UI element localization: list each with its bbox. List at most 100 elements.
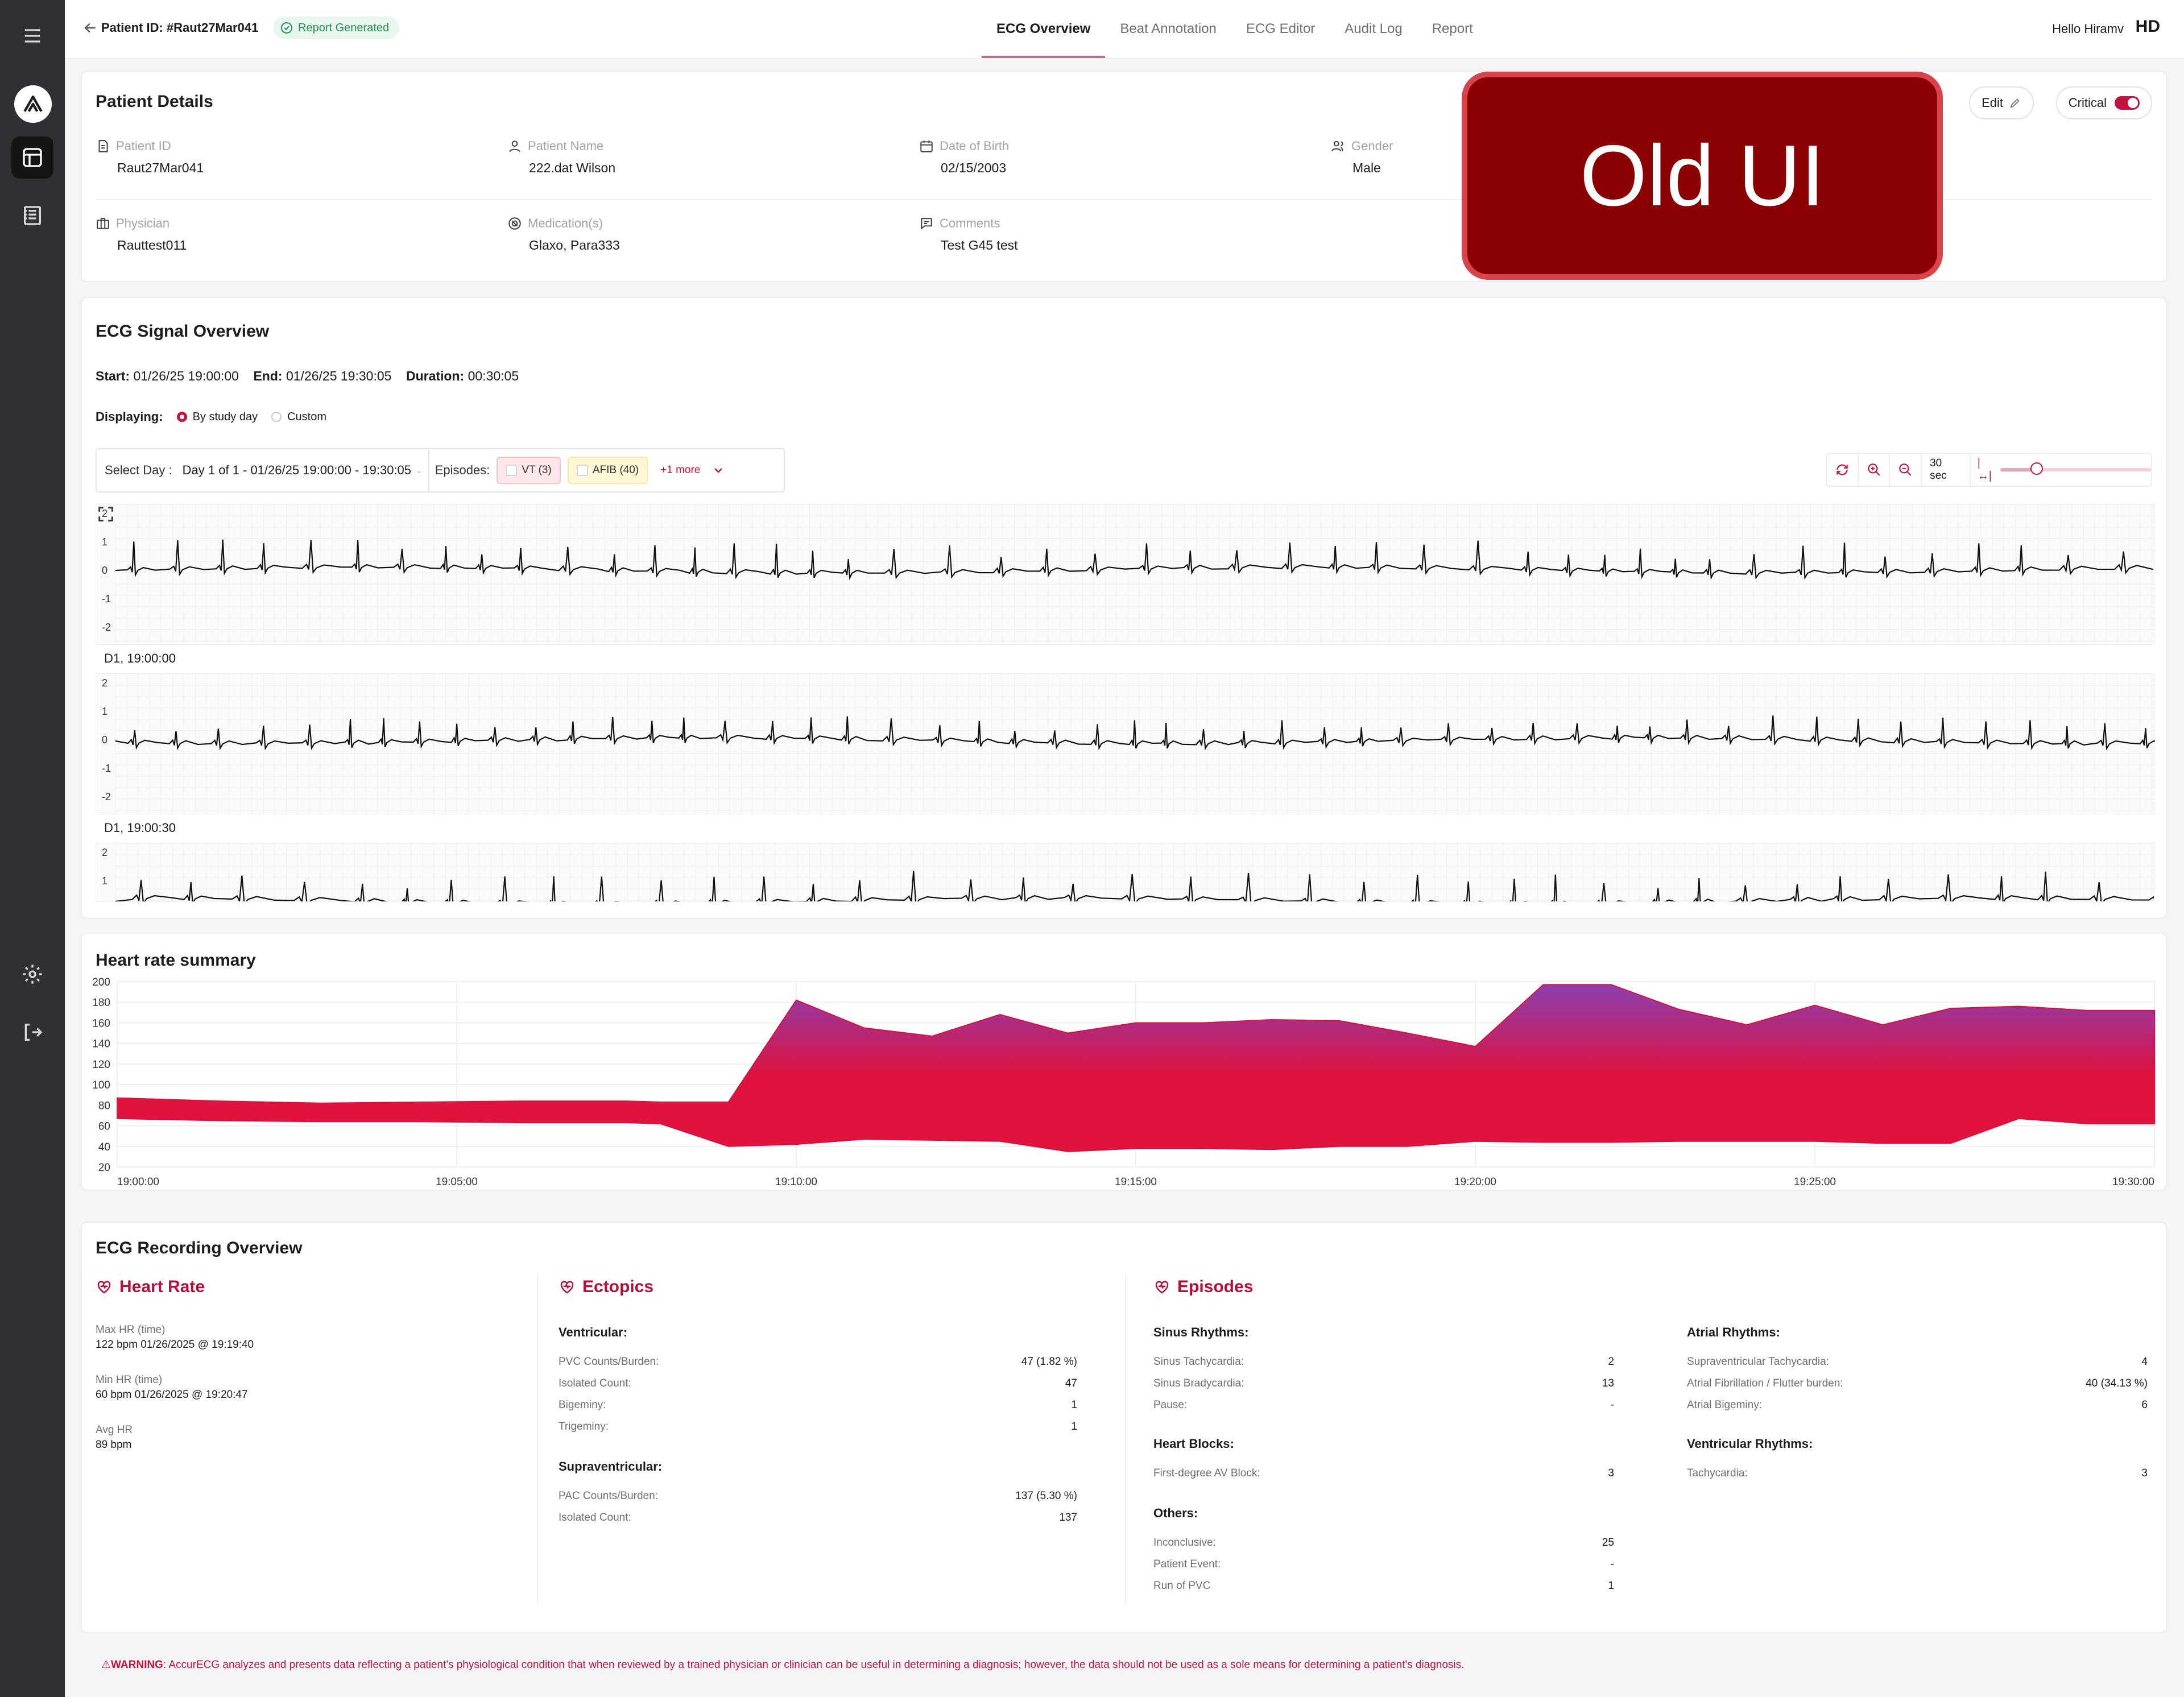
- medications-label: Medication(s): [528, 216, 603, 230]
- supraventricular-key: Isolated Count:: [559, 1512, 631, 1524]
- atrial-row: Supraventricular Tachycardia: 4: [1687, 1356, 2148, 1368]
- atrial-row: Atrial Bigeminy: 6: [1687, 1399, 2148, 1412]
- critical-toggle[interactable]: [2115, 96, 2140, 110]
- supraventricular-row: Isolated Count: 137: [559, 1512, 1077, 1524]
- tab-ecg-overview[interactable]: ECG Overview: [982, 0, 1106, 58]
- window-duration-label: 30 sec: [1922, 454, 1971, 486]
- recording-times: Start: 01/26/25 19:00:00 End: 01/26/25 1…: [96, 369, 519, 384]
- gear-icon[interactable]: [11, 953, 53, 995]
- supraventricular-row: PAC Counts/Burden: 137 (5.30 %): [559, 1490, 1077, 1503]
- fit-width-icon: |↔|: [1977, 457, 1992, 482]
- more-episodes-button[interactable]: +1 more: [660, 463, 725, 477]
- sinus-key: Pause:: [1153, 1399, 1188, 1411]
- ecg-overview-title: ECG Signal Overview: [96, 322, 270, 341]
- ventricular-rhythm-value: 3: [2141, 1467, 2148, 1479]
- vt-checkbox[interactable]: [506, 465, 518, 476]
- back-arrow-icon[interactable]: [82, 19, 99, 36]
- pencil-icon: [2010, 98, 2020, 108]
- y-tick-label: 120: [92, 1059, 110, 1071]
- tab-ecg-editor[interactable]: ECG Editor: [1246, 21, 1316, 36]
- window-slider-fill: [2000, 468, 2037, 471]
- nav-tabs: ECG Overview Beat Annotation ECG Editor …: [982, 0, 1488, 58]
- heart-pulse-icon: [1155, 1281, 1169, 1294]
- y-tick-label: 20: [98, 1162, 110, 1174]
- tab-audit-log[interactable]: Audit Log: [1345, 21, 1403, 36]
- min-hr-value: 60 bpm 01/26/2025 @ 19:20:47: [96, 1389, 248, 1401]
- y-tick: 2: [102, 508, 108, 519]
- heart-block-value: 3: [1608, 1467, 1614, 1479]
- avatar[interactable]: HD: [2135, 17, 2160, 36]
- radio-by-study-day[interactable]: [176, 412, 187, 422]
- window-slider-track[interactable]: [2000, 462, 2151, 475]
- sinus-key: Sinus Bradycardia:: [1153, 1377, 1244, 1389]
- select-day-dropdown[interactable]: Day 1 of 1 - 01/26/25 19:00:00 - 19:30:0…: [182, 463, 412, 477]
- y-tick: 1: [102, 706, 108, 717]
- heart-blocks-heading: Heart Blocks:: [1153, 1437, 1234, 1451]
- dashboard-layout-icon[interactable]: [11, 136, 53, 179]
- strip-toolbar: 30 sec |↔|: [1826, 453, 2152, 487]
- x-tick-label: 19:30:00: [2112, 1176, 2154, 1188]
- field-dob: Date of Birth 02/15/2003: [919, 139, 1009, 176]
- field-medications: Medication(s) Glaxo, Para333: [507, 216, 620, 253]
- field-patient-id: Patient ID Raut27Mar041: [96, 139, 204, 176]
- disclaimer-warning: ⚠WARNING: AccurECG analyzes and presents…: [101, 1658, 1464, 1671]
- avg-hr-label: Avg HR: [96, 1424, 133, 1436]
- patient-name-value: 222.dat Wilson: [529, 160, 616, 175]
- divider: [1125, 1274, 1126, 1604]
- ectopics-section-title: Ectopics: [559, 1277, 653, 1297]
- zoom-out-icon[interactable]: [1890, 454, 1922, 486]
- y-tick-label: 60: [98, 1121, 110, 1133]
- reset-icon[interactable]: [1827, 454, 1859, 486]
- other-key: Run of PVC: [1153, 1580, 1211, 1592]
- physician-value: Rauttest011: [117, 238, 187, 253]
- ecg-grid: [115, 504, 2155, 645]
- tab-beat-annotation[interactable]: Beat Annotation: [1120, 21, 1217, 36]
- y-tick: -2: [102, 622, 111, 633]
- chevron-down-icon[interactable]: ⌄: [416, 465, 423, 475]
- other-value: 25: [1602, 1537, 1614, 1549]
- ecg-strip-1[interactable]: 2 1 0 -1 -2 D1, 19:00:00: [96, 504, 2155, 665]
- tab-report[interactable]: Report: [1432, 21, 1473, 36]
- other-value: 1: [1608, 1580, 1614, 1592]
- display-mode-group: Displaying: By study day Custom: [96, 409, 326, 424]
- afib-checkbox[interactable]: [576, 465, 588, 476]
- max-hr-value: 122 bpm 01/26/2025 @ 19:19:40: [96, 1339, 254, 1351]
- window-slider-thumb[interactable]: [2030, 462, 2043, 475]
- strip-2-caption: D1, 19:00:30: [104, 821, 176, 835]
- hr-summary-title: Heart rate summary: [96, 951, 256, 970]
- window-slider[interactable]: |↔|: [1971, 454, 2151, 486]
- afib-chip-label: AFIB (40): [592, 464, 639, 476]
- ecg-strip-2[interactable]: 2 1 0 -1 -2 D1, 19:00:30: [96, 673, 2155, 835]
- critical-label: Critical: [2068, 96, 2107, 110]
- menu-icon[interactable]: [11, 15, 53, 57]
- y-tick-label: 80: [98, 1100, 110, 1112]
- logout-icon[interactable]: [11, 1011, 53, 1053]
- heart-block-row: First-degree AV Block: 3: [1153, 1467, 1614, 1480]
- y-tick: -1: [102, 593, 111, 605]
- episodes-section-title: Episodes: [1153, 1277, 1253, 1297]
- other-key: Patient Event:: [1153, 1558, 1221, 1570]
- ventricular-row: Bigeminy: 1: [559, 1399, 1077, 1412]
- ecg-strip-3[interactable]: 2 1: [96, 843, 2154, 902]
- patient-id-label: Patient ID: [116, 139, 171, 153]
- custom-label: Custom: [287, 410, 326, 423]
- edit-button[interactable]: Edit: [1969, 86, 2034, 119]
- y-tick-label: 40: [98, 1141, 110, 1153]
- episode-chip-afib[interactable]: AFIB (40): [567, 457, 648, 484]
- warning-text: : AccurECG analyzes and presents data re…: [163, 1659, 1465, 1671]
- avg-hr-value: 89 bpm: [96, 1439, 132, 1451]
- end-value: 01/26/25 19:30:05: [286, 369, 392, 383]
- critical-toggle-button[interactable]: Critical: [2055, 86, 2152, 119]
- records-list-icon[interactable]: [11, 194, 53, 237]
- medication-icon: [508, 217, 521, 230]
- fullscreen-icon[interactable]: [96, 504, 115, 524]
- ventricular-rhythm-row: Tachycardia: 3: [1687, 1467, 2148, 1480]
- radio-custom[interactable]: [271, 412, 282, 422]
- episode-chip-vt[interactable]: VT (3): [497, 457, 561, 484]
- heart-rate-chart[interactable]: 20 40 60 80 100 120 140 160 180 200 19:00:00 19:05:…: [82, 934, 2168, 1192]
- zoom-in-icon[interactable]: [1859, 454, 1891, 486]
- x-tick-label: 19:25:00: [1794, 1176, 1836, 1188]
- physician-label: Physician: [116, 216, 170, 230]
- ecg-grid: [115, 674, 2155, 815]
- ecg-trace: [115, 715, 2155, 751]
